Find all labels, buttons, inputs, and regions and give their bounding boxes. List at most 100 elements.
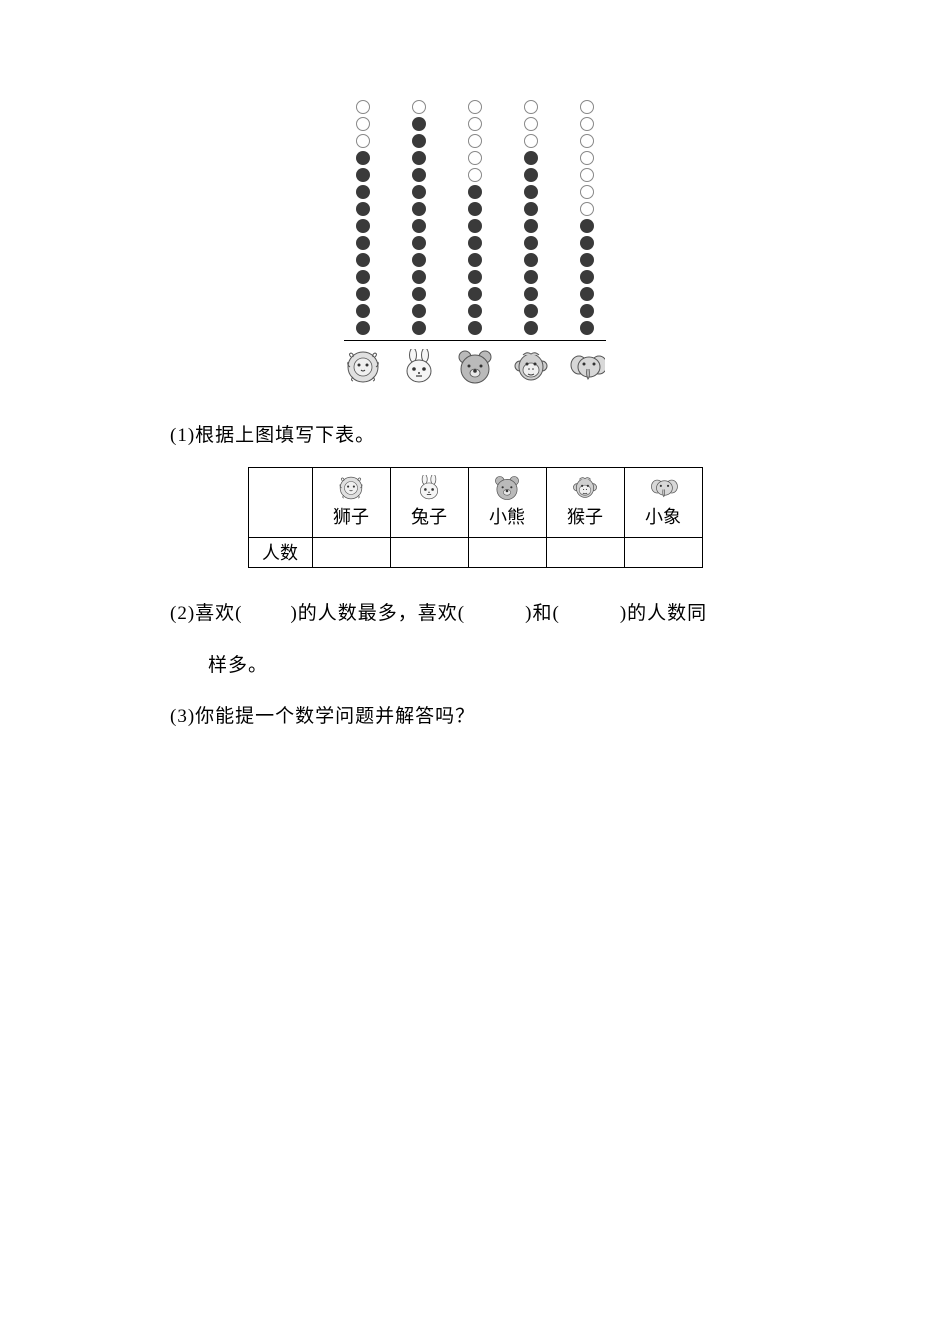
- dot-empty: [524, 100, 538, 114]
- q2-part3: )和(: [525, 603, 560, 624]
- dot-empty: [356, 100, 370, 114]
- table-header-label: 兔子: [393, 503, 466, 529]
- chart-col-monkey: [517, 100, 545, 335]
- dot-filled: [412, 168, 426, 182]
- dot-empty: [580, 117, 594, 131]
- question-2-line1: (2)喜欢( )的人数最多，喜欢( )和( )的人数同: [170, 593, 780, 635]
- data-table: 狮子兔子小熊猴子小象 人数: [248, 467, 703, 568]
- dot-filled: [580, 236, 594, 250]
- dot-filled: [468, 219, 482, 233]
- dot-filled: [580, 304, 594, 318]
- dot-filled: [580, 321, 594, 335]
- q2-blank1: [242, 593, 290, 635]
- q1-text: 根据上图填写下表。: [195, 425, 375, 446]
- dot-empty: [468, 100, 482, 114]
- bear-icon: [492, 475, 522, 501]
- dot-empty: [468, 117, 482, 131]
- chart-col-elephant: [573, 100, 601, 335]
- table-count-row: 人数: [248, 537, 702, 567]
- lion-icon: [345, 349, 381, 385]
- monkey-icon: [570, 475, 600, 501]
- dot-filled: [468, 236, 482, 250]
- table-corner-cell: [248, 467, 312, 537]
- dot-empty: [412, 100, 426, 114]
- dot-filled: [412, 304, 426, 318]
- dot-empty: [580, 100, 594, 114]
- table-header-lion: 狮子: [312, 467, 390, 537]
- dot-filled: [580, 270, 594, 284]
- dot-filled: [412, 287, 426, 301]
- dot-filled: [468, 304, 482, 318]
- chart-columns: [344, 100, 606, 341]
- question-1: (1)根据上图填写下表。: [170, 415, 780, 457]
- dot-filled: [524, 287, 538, 301]
- dot-filled: [524, 185, 538, 199]
- dot-empty: [524, 117, 538, 131]
- dot-filled: [356, 202, 370, 216]
- q2-line2-text: 样多。: [208, 655, 268, 676]
- dot-filled: [468, 202, 482, 216]
- dot-filled: [580, 287, 594, 301]
- dot-filled: [412, 134, 426, 148]
- dot-empty: [468, 134, 482, 148]
- dot-filled: [356, 219, 370, 233]
- dot-filled: [356, 151, 370, 165]
- dot-empty: [580, 185, 594, 199]
- dot-filled: [524, 219, 538, 233]
- dot-filled: [524, 202, 538, 216]
- q3-prefix: (3): [170, 706, 195, 727]
- table-header-elephant: 小象: [624, 467, 702, 537]
- dot-filled: [468, 270, 482, 284]
- dot-empty: [356, 117, 370, 131]
- dot-filled: [356, 185, 370, 199]
- dot-filled: [412, 185, 426, 199]
- dot-filled: [412, 219, 426, 233]
- table-header-label: 狮子: [315, 503, 388, 529]
- dot-filled: [468, 185, 482, 199]
- bear-icon: [457, 349, 493, 385]
- dot-filled: [412, 321, 426, 335]
- dot-filled: [524, 253, 538, 267]
- dot-empty: [524, 134, 538, 148]
- table-header-label: 小熊: [471, 503, 544, 529]
- table-value-rabbit: [390, 537, 468, 567]
- dot-empty: [468, 151, 482, 165]
- q1-prefix: (1): [170, 425, 195, 446]
- dot-filled: [524, 151, 538, 165]
- dot-empty: [356, 134, 370, 148]
- dot-filled: [468, 287, 482, 301]
- q2-prefix: (2): [170, 603, 195, 624]
- chart-col-bear: [461, 100, 489, 335]
- dot-empty: [580, 168, 594, 182]
- monkey-icon: [513, 349, 549, 385]
- dot-filled: [356, 321, 370, 335]
- q2-part2: )的人数最多，喜欢(: [290, 603, 465, 624]
- question-3: (3)你能提一个数学问题并解答吗？: [170, 696, 780, 738]
- table-header-monkey: 猴子: [546, 467, 624, 537]
- dot-empty: [468, 168, 482, 182]
- dot-empty: [580, 202, 594, 216]
- chart-col-lion: [349, 100, 377, 335]
- elephant-icon: [648, 475, 678, 501]
- chart-axis-icons: [340, 349, 610, 385]
- dot-filled: [580, 253, 594, 267]
- dot-empty: [580, 134, 594, 148]
- dot-filled: [524, 168, 538, 182]
- table-value-elephant: [624, 537, 702, 567]
- dot-filled: [412, 253, 426, 267]
- dot-filled: [356, 253, 370, 267]
- dot-filled: [356, 304, 370, 318]
- table-row-header: 人数: [248, 537, 312, 567]
- lion-icon: [336, 475, 366, 501]
- table-header-bear: 小熊: [468, 467, 546, 537]
- table-header-label: 猴子: [549, 503, 622, 529]
- table-header-row: 狮子兔子小熊猴子小象: [248, 467, 702, 537]
- dot-filled: [412, 236, 426, 250]
- dot-filled: [524, 270, 538, 284]
- dot-filled: [356, 287, 370, 301]
- dot-filled: [580, 219, 594, 233]
- dot-filled: [468, 253, 482, 267]
- dot-filled: [468, 321, 482, 335]
- dot-filled: [356, 270, 370, 284]
- dot-filled: [524, 304, 538, 318]
